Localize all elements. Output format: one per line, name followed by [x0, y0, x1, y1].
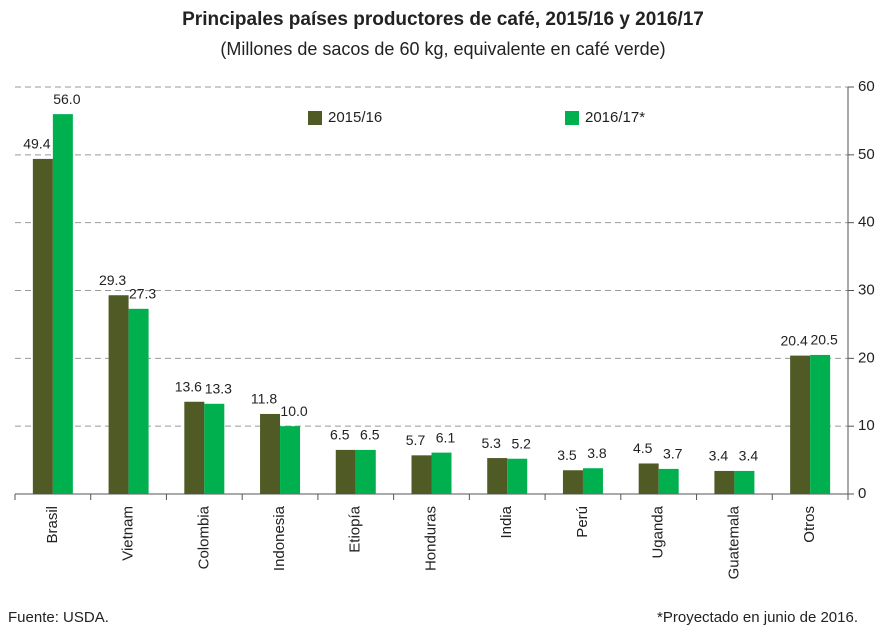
value-label: 27.3 — [129, 286, 156, 302]
bar — [582, 468, 603, 494]
legend-label: 2016/17* — [585, 109, 645, 126]
legend-swatch — [565, 111, 579, 125]
x-tick-label: Etiopía — [347, 505, 364, 552]
value-label: 5.2 — [511, 435, 531, 451]
value-label: 5.3 — [481, 435, 501, 451]
x-tick-label: Colombia — [195, 505, 212, 569]
value-label: 3.5 — [557, 447, 577, 463]
value-label: 56.0 — [53, 91, 80, 107]
value-label: 6.1 — [436, 429, 456, 445]
bar — [32, 158, 53, 495]
bar — [260, 413, 281, 494]
bar — [280, 426, 301, 494]
x-tick-label: India — [498, 505, 515, 538]
bar — [128, 308, 149, 494]
value-label: 49.4 — [23, 136, 50, 152]
footnote: *Proyectado en junio de 2016. — [657, 609, 858, 626]
chart-title: Principales países productores de café, … — [182, 9, 704, 30]
x-tick-label: Honduras — [422, 506, 439, 571]
y-tick-label: 40 — [858, 214, 875, 231]
value-label: 11.8 — [251, 391, 277, 407]
y-tick-label: 30 — [858, 281, 875, 298]
bar — [487, 458, 508, 494]
bar — [790, 355, 811, 494]
value-label: 6.5 — [330, 427, 350, 443]
bar — [184, 401, 205, 494]
bar — [734, 470, 755, 494]
legend-swatch — [308, 111, 322, 125]
bar — [52, 114, 73, 494]
source: Fuente: USDA. — [8, 609, 109, 626]
x-tick-label: Brasil — [44, 506, 61, 544]
y-tick-label: 50 — [858, 146, 875, 163]
value-label: 4.5 — [633, 440, 653, 456]
y-tick-label: 10 — [858, 417, 875, 434]
bar — [411, 455, 432, 494]
x-tick-label: Indonesia — [271, 505, 288, 571]
value-label: 3.8 — [587, 445, 607, 461]
value-label: 3.4 — [739, 448, 759, 464]
y-tick-label: 60 — [858, 78, 875, 95]
x-tick-label: Uganda — [650, 505, 667, 558]
value-label: 5.7 — [406, 432, 426, 448]
bar — [562, 470, 583, 494]
bar — [810, 354, 831, 494]
bar — [714, 470, 735, 494]
bar — [204, 403, 225, 494]
value-label: 10.0 — [280, 403, 307, 419]
bar — [638, 463, 659, 494]
x-tick-label: Guatemala — [725, 505, 742, 579]
x-tick-label: Vietnam — [120, 506, 137, 561]
value-label: 13.3 — [205, 380, 232, 396]
bar — [355, 449, 376, 494]
x-tick-label: Perú — [574, 506, 591, 538]
value-label: 6.5 — [360, 427, 380, 443]
chart-subtitle: (Millones de sacos de 60 kg, equivalente… — [220, 39, 665, 59]
value-label: 20.4 — [781, 332, 808, 348]
value-label: 3.4 — [709, 448, 729, 464]
bar — [507, 458, 528, 494]
legend-label: 2015/16 — [328, 109, 382, 126]
y-tick-label: 0 — [858, 485, 866, 502]
x-tick-label: Otros — [801, 506, 818, 543]
bar — [108, 295, 129, 494]
bar — [658, 468, 679, 494]
y-tick-label: 20 — [858, 349, 875, 366]
value-label: 29.3 — [99, 272, 126, 288]
bar — [335, 449, 356, 494]
value-label: 3.7 — [663, 446, 683, 462]
value-label: 13.6 — [175, 378, 202, 394]
bar — [431, 452, 452, 494]
value-label: 20.5 — [811, 332, 838, 348]
